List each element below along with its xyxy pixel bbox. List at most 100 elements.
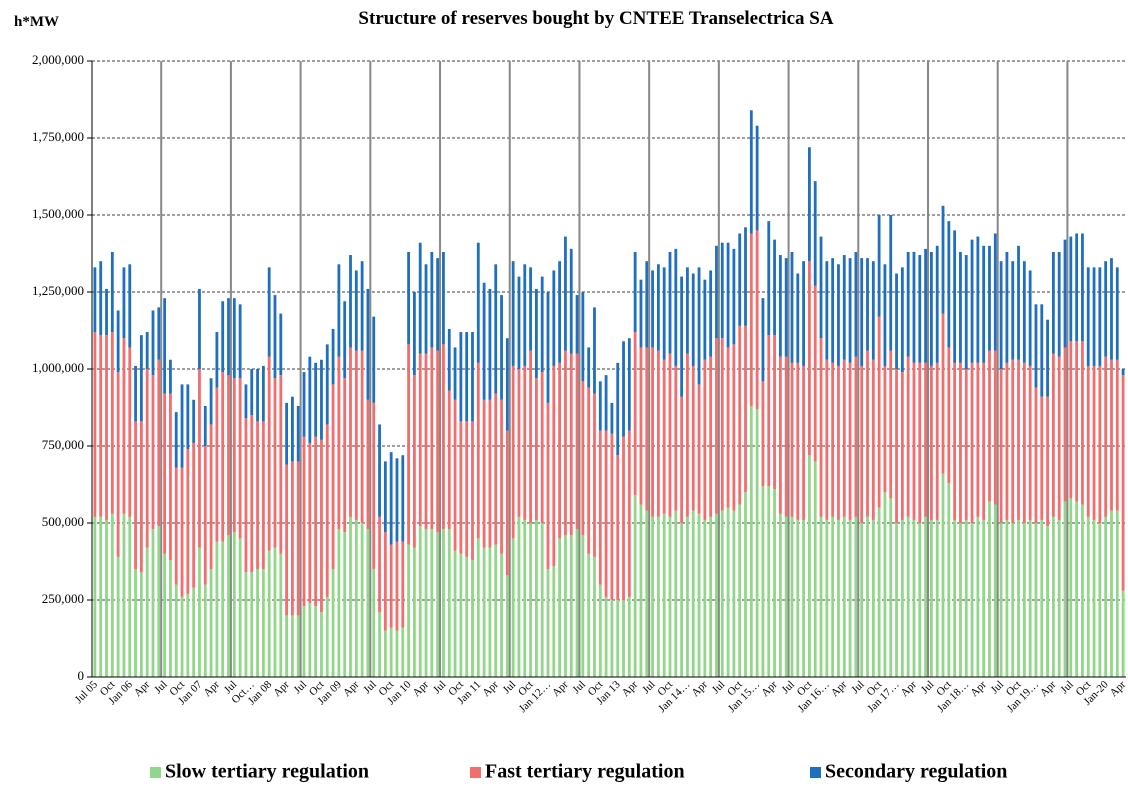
bar-segment [715, 245, 718, 339]
bar-segment [389, 452, 393, 545]
bar-segment [900, 372, 904, 520]
bar-segment [273, 378, 277, 548]
bar-segment [1011, 523, 1015, 677]
bar-segment [686, 267, 689, 354]
bar-segment [476, 538, 480, 677]
bar-segment [383, 532, 387, 631]
bar-segment [668, 353, 672, 517]
bar-segment [976, 362, 980, 517]
bar-segment [651, 270, 654, 348]
bar-segment [157, 359, 161, 527]
bar-segment [1121, 369, 1125, 376]
bar-segment [285, 464, 289, 616]
bar-segment [261, 421, 265, 570]
bar-segment [314, 606, 318, 677]
x-tick-label: Jul [849, 679, 867, 697]
bar-segment [691, 273, 695, 366]
bar-segment [726, 242, 730, 348]
bar-segment [802, 519, 806, 677]
bar-segment [494, 544, 498, 677]
bar-segment [540, 523, 544, 677]
x-tick-label: Jul [570, 679, 588, 697]
bar-segment [627, 596, 631, 677]
bar-segment [412, 375, 416, 548]
bar-segment [337, 264, 341, 357]
bar-segment [267, 550, 271, 677]
bar-segment [453, 550, 457, 677]
bar-segment [767, 486, 771, 677]
bar-segment [947, 221, 951, 348]
bar-segment [1022, 362, 1026, 523]
bar-segment [174, 467, 178, 585]
bar-segment [494, 393, 498, 545]
bar-segment [505, 338, 509, 431]
bar-segment [424, 529, 428, 677]
bar-segment [110, 513, 114, 677]
bar-segment [796, 273, 800, 363]
bar-segment [256, 421, 259, 570]
bar-segment [604, 596, 608, 677]
bar-segment [871, 261, 875, 360]
bar-segment [964, 519, 968, 677]
bar-segment [139, 421, 143, 573]
bar-segment [110, 251, 114, 333]
bar-segment [436, 532, 440, 677]
bar-segment [622, 341, 625, 437]
legend-swatch [810, 767, 821, 778]
bar-segment [581, 381, 585, 536]
bar-segment [372, 402, 376, 570]
bar-segment [1092, 519, 1096, 677]
bar-segment [291, 461, 294, 616]
bar-segment [180, 467, 184, 597]
bar-segment [331, 569, 335, 677]
bar-segment [169, 393, 172, 560]
bar-segment [889, 350, 893, 499]
bar-segment [203, 405, 207, 446]
bar-segment [192, 442, 196, 588]
bar-segment [366, 529, 370, 677]
bar-segment [354, 270, 358, 351]
bar-segment [924, 362, 927, 517]
bar-segment [99, 335, 103, 517]
bar-segment [418, 242, 422, 354]
bar-segment [383, 630, 387, 677]
bar-segment [500, 295, 503, 400]
bar-segment [192, 587, 196, 677]
bar-segment [837, 264, 840, 366]
bar-segment [761, 298, 765, 382]
bar-segment [442, 529, 445, 677]
bar-segment [761, 381, 765, 487]
bar-segment [232, 298, 236, 379]
bar-segment [598, 430, 602, 585]
bar-segment [418, 353, 422, 527]
bar-segment [244, 418, 248, 573]
bar-segment [151, 375, 155, 530]
bar-segment [813, 461, 817, 677]
bar-segment [198, 369, 201, 548]
bar-segment [1110, 258, 1113, 360]
bar-segment [1075, 233, 1079, 342]
bar-segment [337, 529, 341, 677]
bar-segment [575, 295, 579, 354]
year-separators [160, 61, 1069, 677]
bar-segment [430, 529, 434, 677]
bar-segment [825, 261, 829, 360]
x-tick-label: Apr [1038, 678, 1059, 699]
x-tick-label: Jul [919, 679, 937, 697]
bar-segment [720, 510, 724, 677]
bar-segment [993, 350, 997, 505]
bar-segment [627, 430, 631, 597]
bar-segment [372, 569, 376, 677]
bar-segment [674, 510, 678, 677]
bar-segment [883, 264, 887, 366]
bar-segment [656, 350, 660, 517]
bar-segment [877, 316, 881, 508]
bar-segment [232, 532, 236, 677]
bar-segment [593, 393, 596, 557]
bar-segment [221, 541, 225, 677]
bar-segment [569, 353, 573, 536]
bar-segment [1022, 523, 1026, 677]
bar-segment [906, 516, 910, 677]
bar-segment [651, 516, 654, 677]
bar-segment [1046, 526, 1049, 677]
